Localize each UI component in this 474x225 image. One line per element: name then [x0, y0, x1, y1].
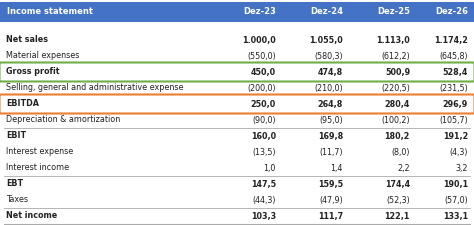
Text: 1.000,0: 1.000,0 [242, 36, 276, 45]
Text: 160,0: 160,0 [251, 131, 276, 140]
Text: (90,0): (90,0) [252, 115, 276, 124]
Text: (220,5): (220,5) [381, 83, 410, 92]
Text: (44,3): (44,3) [253, 196, 276, 205]
Text: 474,8: 474,8 [318, 68, 343, 76]
Text: (13,5): (13,5) [252, 148, 276, 157]
Text: 122,1: 122,1 [384, 212, 410, 220]
Text: Interest expense: Interest expense [6, 148, 73, 157]
Text: 111,7: 111,7 [318, 212, 343, 220]
Text: 133,1: 133,1 [443, 212, 468, 220]
Text: (4,3): (4,3) [449, 148, 468, 157]
Text: (57,0): (57,0) [444, 196, 468, 205]
Text: (105,7): (105,7) [439, 115, 468, 124]
Text: Dez-23: Dez-23 [243, 7, 276, 16]
Text: EBITDA: EBITDA [6, 99, 39, 108]
Text: Dez-26: Dez-26 [435, 7, 468, 16]
Text: Taxes: Taxes [6, 196, 28, 205]
Text: Dez-24: Dez-24 [310, 7, 343, 16]
Text: EBT: EBT [6, 180, 23, 189]
Text: (100,2): (100,2) [382, 115, 410, 124]
Text: (47,9): (47,9) [319, 196, 343, 205]
Text: Depreciation & amortization: Depreciation & amortization [6, 115, 120, 124]
Text: (210,0): (210,0) [314, 83, 343, 92]
Text: Material expenses: Material expenses [6, 52, 79, 61]
Text: (95,0): (95,0) [319, 115, 343, 124]
Text: EBIT: EBIT [6, 131, 26, 140]
Text: Net sales: Net sales [6, 36, 48, 45]
Text: 159,5: 159,5 [318, 180, 343, 189]
Text: (200,0): (200,0) [247, 83, 276, 92]
Text: Net income: Net income [6, 212, 57, 220]
Text: 190,1: 190,1 [443, 180, 468, 189]
Text: 174,4: 174,4 [385, 180, 410, 189]
Text: 528,4: 528,4 [443, 68, 468, 76]
Text: (11,7): (11,7) [319, 148, 343, 157]
Text: Interest income: Interest income [6, 164, 69, 173]
Text: Selling, general and administrative expense: Selling, general and administrative expe… [6, 83, 183, 92]
Text: 280,4: 280,4 [384, 99, 410, 108]
Text: Income statement: Income statement [7, 7, 93, 16]
Text: 169,8: 169,8 [318, 131, 343, 140]
Text: 1.113,0: 1.113,0 [376, 36, 410, 45]
Text: (231,5): (231,5) [439, 83, 468, 92]
Text: 1,4: 1,4 [331, 164, 343, 173]
Text: 250,0: 250,0 [251, 99, 276, 108]
Text: Gross profit: Gross profit [6, 68, 60, 76]
Text: (580,3): (580,3) [314, 52, 343, 61]
Text: 2,2: 2,2 [397, 164, 410, 173]
Text: 1.055,0: 1.055,0 [309, 36, 343, 45]
Text: Dez-25: Dez-25 [377, 7, 410, 16]
Bar [0, 2, 474, 22]
Text: 3,2: 3,2 [456, 164, 468, 173]
Text: (612,2): (612,2) [381, 52, 410, 61]
Text: 1.174,2: 1.174,2 [434, 36, 468, 45]
Text: 147,5: 147,5 [251, 180, 276, 189]
Text: 450,0: 450,0 [251, 68, 276, 76]
Text: (8,0): (8,0) [392, 148, 410, 157]
Text: (550,0): (550,0) [247, 52, 276, 61]
Text: 1,0: 1,0 [264, 164, 276, 173]
Text: 191,2: 191,2 [443, 131, 468, 140]
Text: 180,2: 180,2 [384, 131, 410, 140]
Text: 500,9: 500,9 [385, 68, 410, 76]
Text: 103,3: 103,3 [251, 212, 276, 220]
Text: (645,8): (645,8) [439, 52, 468, 61]
Text: 264,8: 264,8 [318, 99, 343, 108]
Text: 296,9: 296,9 [443, 99, 468, 108]
Text: (52,3): (52,3) [386, 196, 410, 205]
